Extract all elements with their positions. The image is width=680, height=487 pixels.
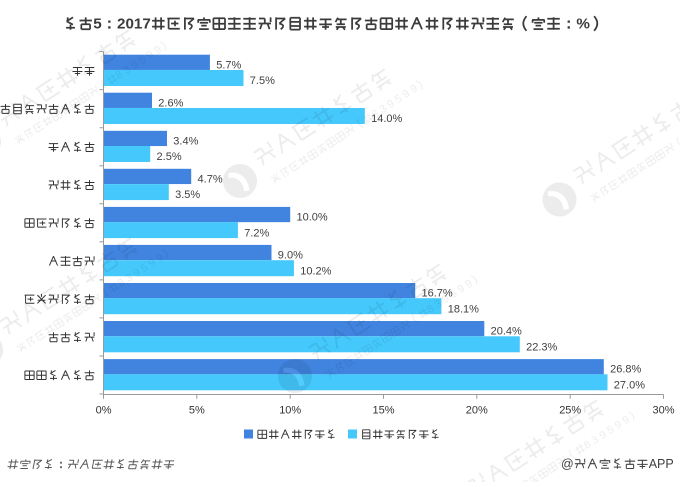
svg-text:5: 5 [93, 16, 102, 33]
svg-text:4.7%: 4.7% [198, 173, 223, 185]
svg-text:2.6%: 2.6% [158, 97, 183, 109]
svg-text:10.2%: 10.2% [300, 265, 331, 277]
svg-text:APP: APP [649, 457, 674, 471]
svg-text:14.0%: 14.0% [371, 113, 402, 125]
svg-text:30%: 30% [653, 404, 675, 416]
svg-text:5.7%: 5.7% [216, 59, 241, 71]
svg-text:@: @ [561, 457, 574, 471]
svg-text:3.5%: 3.5% [175, 189, 200, 201]
svg-text:2017: 2017 [117, 16, 151, 33]
svg-text:5%: 5% [189, 404, 205, 416]
svg-text:3.4%: 3.4% [173, 135, 198, 147]
svg-text:7.2%: 7.2% [244, 227, 269, 239]
svg-text:15%: 15% [373, 404, 395, 416]
svg-text:20%: 20% [466, 404, 488, 416]
svg-text:16.7%: 16.7% [422, 288, 453, 300]
svg-text:9.0%: 9.0% [278, 250, 303, 262]
svg-text:7.5%: 7.5% [250, 75, 275, 87]
svg-text:26.8%: 26.8% [610, 364, 641, 376]
svg-text:18.1%: 18.1% [448, 303, 479, 315]
svg-text:20.4%: 20.4% [491, 326, 522, 338]
svg-text:2.5%: 2.5% [157, 151, 182, 163]
svg-text:0%: 0% [96, 404, 112, 416]
svg-text:25%: 25% [559, 404, 581, 416]
svg-text:27.0%: 27.0% [614, 380, 645, 392]
svg-text:10.0%: 10.0% [297, 212, 328, 224]
svg-text:%: % [576, 16, 590, 33]
svg-text:10%: 10% [279, 404, 301, 416]
svg-text:22.3%: 22.3% [526, 341, 557, 353]
